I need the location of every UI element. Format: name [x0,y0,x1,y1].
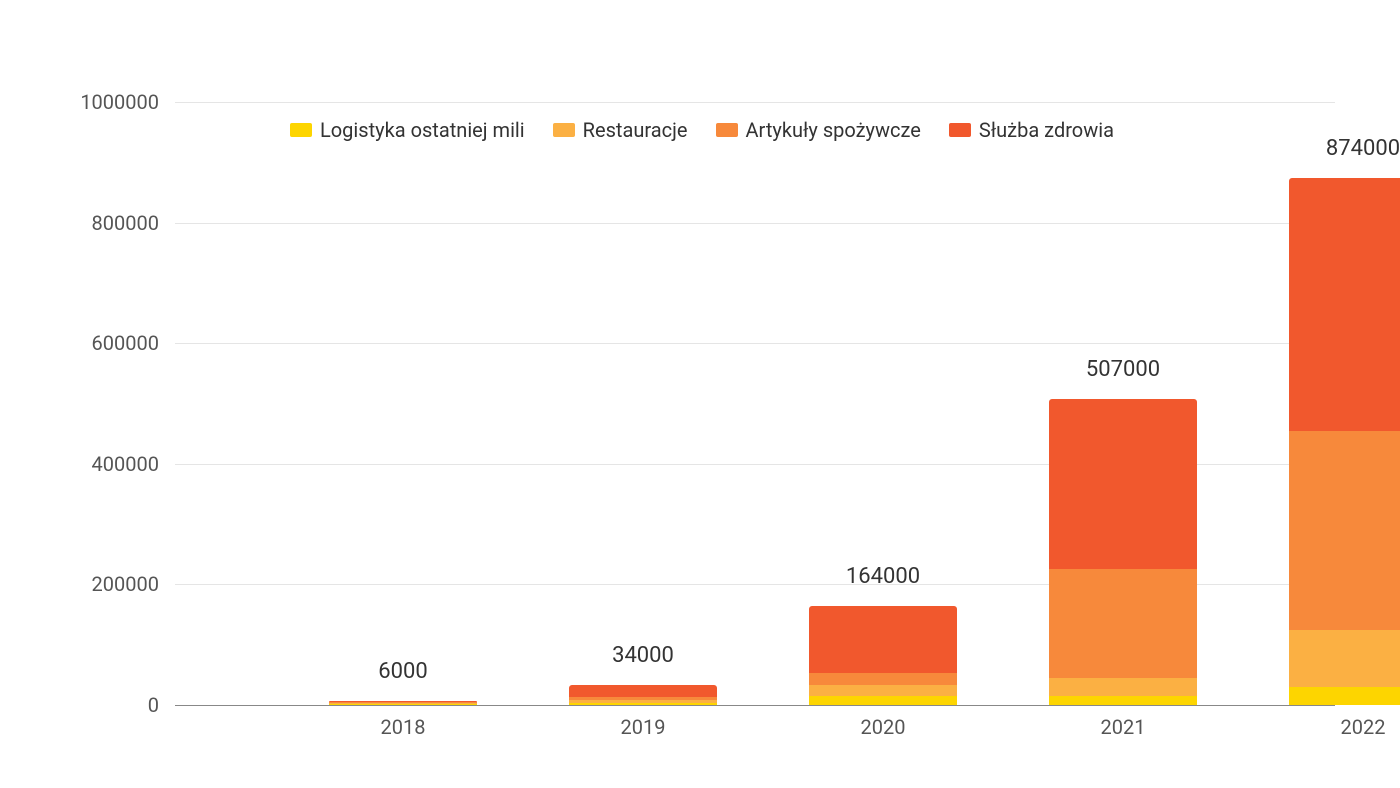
bar-segment [1049,569,1197,678]
bar-segment [809,606,957,673]
bar-segment [1049,399,1197,569]
bar-segment [809,685,957,696]
bar-total-label: 34000 [563,643,723,668]
y-axis-tick-label: 800000 [92,211,159,235]
bar-group [1289,0,1400,788]
stacked-bar-chart: Logistyka ostatniej miliRestauracjeArtyk… [0,0,1400,788]
bar-segment [569,697,717,700]
bar-group [809,0,957,788]
bar-segment [329,701,477,702]
bar-group [569,0,717,788]
bar-segment [1289,431,1400,630]
bar-segment [569,703,717,705]
bar-total-label: 874000 [1283,136,1400,161]
bar-segment [809,696,957,705]
bar-segment [569,700,717,703]
bar-segment [329,702,477,703]
bar-total-label: 6000 [323,659,483,684]
bar-segment [329,703,477,704]
bar-total-label: 164000 [803,564,963,589]
bar-segment [1049,678,1197,696]
y-axis-tick-label: 0 [148,693,159,717]
bar-segment [329,704,477,705]
y-axis-tick-label: 400000 [92,452,159,476]
bar-segment [1289,178,1400,431]
bar-segment [1289,687,1400,705]
bar-total-label: 507000 [1043,357,1203,382]
bar-segment [809,673,957,685]
bar-group [1049,0,1197,788]
y-axis-tick-label: 200000 [92,572,159,596]
bar-segment [1049,696,1197,705]
y-axis-tick-label: 1000000 [80,90,159,114]
y-axis-tick-label: 600000 [92,331,159,355]
bar-segment [569,685,717,697]
bar-segment [1289,630,1400,687]
plot-area: 0200000400000600000800000100000020186000… [0,0,1400,788]
